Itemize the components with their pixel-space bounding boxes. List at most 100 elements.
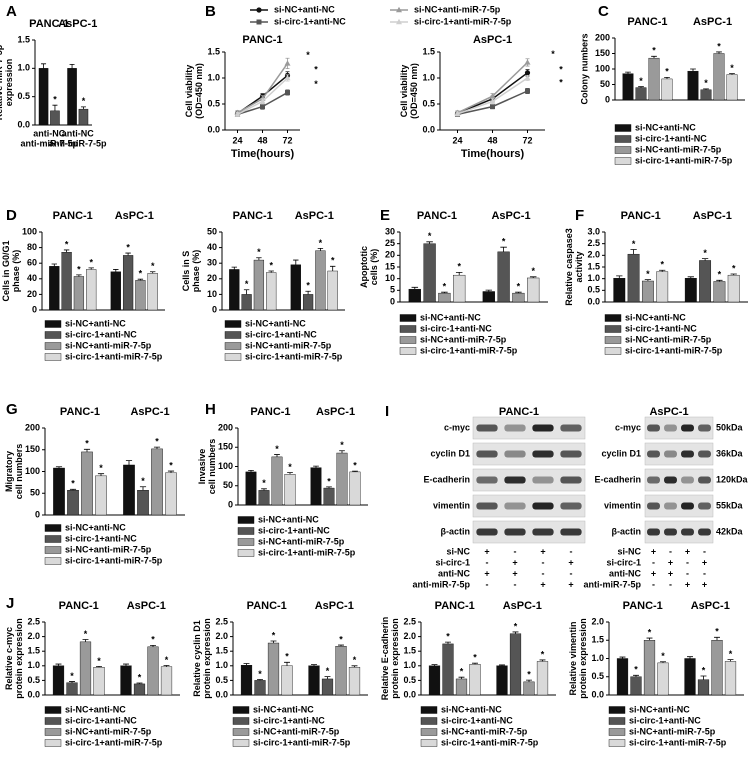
y-tick-label: 0.5: [422, 98, 435, 108]
y-tick-label: 1.5: [27, 646, 40, 656]
x-tick-label: anti-NC: [62, 128, 94, 138]
significance-mark: *: [517, 282, 521, 292]
error-bar: [730, 273, 737, 276]
legend-label: si-circ-1+anti-NC: [635, 133, 707, 143]
y-tick-label: 0.0: [27, 689, 40, 699]
legend-label: si-circ-1+anti-miR-7-5p: [629, 737, 727, 747]
error-bar: [625, 71, 631, 74]
legend-swatch: [44, 728, 62, 736]
significance-mark: *: [660, 260, 664, 270]
significance-mark: *: [718, 270, 722, 280]
error-bar: [458, 676, 465, 679]
blot-band: [504, 450, 526, 458]
significance-mark: *: [703, 248, 707, 258]
bar: [627, 253, 640, 303]
legend-label: si-NC+anti-NC: [625, 312, 686, 322]
significance-mark: *: [353, 460, 357, 470]
error-bar: [311, 664, 317, 666]
condition-sign: +: [685, 579, 690, 589]
legend-label: si-NC+anti-miR-7-5p: [65, 544, 152, 554]
legend-label: si-NC+anti-NC: [441, 704, 502, 714]
error-bar: [136, 682, 143, 684]
blot-strip: [472, 416, 586, 440]
significance-mark: *: [285, 652, 289, 662]
y-tick-label: 30: [385, 226, 395, 236]
legend-swatch: [608, 717, 626, 725]
significance-mark: *: [82, 96, 86, 106]
bar: [302, 294, 314, 311]
bar: [512, 292, 525, 303]
legend-swatch: [614, 124, 632, 132]
y-tick-label: 2.0: [27, 631, 40, 641]
bar: [61, 252, 72, 311]
error-bar: [41, 63, 47, 69]
legend-swatch: [399, 347, 417, 355]
legend-label: si-circ-1+anti-NC: [441, 715, 513, 725]
group-label: PANC-1: [250, 406, 290, 418]
blot-band: [698, 450, 711, 458]
marker: [285, 90, 290, 96]
bar: [135, 280, 146, 311]
legend-label: si-NC+anti-miR-7-5p: [414, 4, 501, 14]
significance-mark: *: [258, 669, 262, 679]
panel-letter: E: [380, 207, 390, 224]
significance-mark: *: [89, 257, 93, 267]
bar: [66, 682, 78, 696]
bar: [697, 679, 710, 696]
condition-sign: -: [570, 568, 573, 578]
y-tick-label: 1.0: [422, 72, 435, 82]
legend-swatch: [44, 706, 62, 714]
error-bar: [339, 450, 345, 454]
condition-sign: +: [668, 568, 673, 578]
y-tick-label: 60: [27, 258, 37, 268]
significance-mark: *: [730, 63, 734, 73]
blot-band: [560, 502, 582, 510]
bar: [438, 292, 451, 303]
significance-mark: *: [126, 242, 130, 252]
group-label: PANC-1: [29, 18, 69, 30]
bar: [79, 641, 92, 696]
marker: [489, 98, 496, 104]
bar: [315, 250, 326, 311]
error-bar: [287, 472, 293, 475]
bar: [240, 665, 253, 696]
bar: [713, 53, 725, 101]
protein-label: cyclin D1: [601, 448, 641, 458]
bar: [327, 270, 338, 311]
y-tick-label: 0.5: [207, 98, 220, 108]
error-bar: [326, 486, 332, 489]
condition-sign: -: [542, 557, 545, 567]
panel-letter: C: [598, 3, 609, 20]
condition-sign: -: [652, 557, 655, 567]
error-bar: [82, 639, 89, 642]
legend-swatch: [232, 706, 250, 714]
blot-band: [647, 528, 660, 536]
group-label: AsPC-1: [295, 210, 334, 222]
size-label: 55kDa: [716, 500, 744, 510]
error-bar: [257, 679, 263, 681]
bar: [86, 269, 97, 311]
blot-band: [560, 476, 582, 484]
legend-swatch: [614, 135, 632, 143]
significance-mark: *: [269, 260, 273, 270]
group-label: AsPC-1: [693, 16, 732, 28]
error-bar: [231, 266, 238, 270]
blot-band: [476, 528, 498, 536]
error-bar: [324, 676, 331, 679]
legend-swatch: [224, 320, 242, 328]
error-bar: [485, 289, 493, 292]
error-bar: [426, 241, 433, 244]
bar: [281, 665, 293, 696]
axis: [614, 38, 745, 101]
x-tick-label: 48: [487, 135, 497, 145]
blot-strip: [472, 520, 586, 544]
legend-label: si-NC+anti-NC: [274, 4, 335, 14]
group-label: AsPC-1: [503, 600, 542, 612]
condition-sign: +: [668, 557, 673, 567]
y-tick-label: 20: [385, 250, 395, 260]
significance-mark: *: [460, 667, 464, 677]
y-tick-label: 1.5: [591, 635, 604, 645]
legend-label: si-NC+anti-NC: [65, 318, 126, 328]
significance-mark: *: [331, 256, 335, 266]
